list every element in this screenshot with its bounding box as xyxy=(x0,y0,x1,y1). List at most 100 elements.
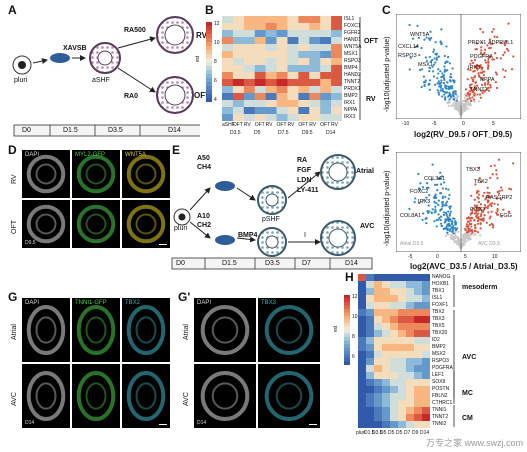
colorbar-b-tick: 10 xyxy=(214,40,220,46)
heatmap-h-cell xyxy=(422,351,430,359)
volcano-point xyxy=(446,91,449,94)
volcano-point xyxy=(484,206,487,209)
heatmap-h-cell xyxy=(382,351,391,359)
volcano-point xyxy=(489,165,493,168)
e-roman: I xyxy=(304,232,306,239)
volcano-point xyxy=(475,42,478,45)
volcano-point xyxy=(477,222,480,225)
heatmap-h-cell xyxy=(390,274,399,282)
volcano-point xyxy=(446,81,449,84)
volcano-point xyxy=(430,36,433,40)
heatmap-h-cell xyxy=(414,400,423,408)
volcano-point xyxy=(469,219,472,222)
volcano-point xyxy=(479,203,482,206)
volcano-point xyxy=(447,210,450,213)
volcano-point xyxy=(512,55,515,58)
volcano-point xyxy=(453,217,456,220)
heatmap-b-cell xyxy=(222,86,234,94)
heatmap-h-cell xyxy=(406,421,415,428)
volcano-point xyxy=(435,225,438,228)
heatmap-h-cell xyxy=(398,295,407,303)
heatmap-h-cell xyxy=(414,393,423,401)
volcano-point xyxy=(454,92,457,95)
volcano-point xyxy=(445,45,448,48)
volcano-point xyxy=(455,103,458,106)
heatmap-b-cell xyxy=(232,79,245,87)
heatmap-h-cell xyxy=(366,414,375,422)
volcano-point xyxy=(495,197,499,200)
volcano-point xyxy=(432,63,435,66)
heatmap-h-cell xyxy=(374,421,383,428)
volcano-point xyxy=(481,217,484,221)
heatmap-h-cell xyxy=(398,358,407,366)
volcano-point xyxy=(489,46,492,49)
heatmap-h-cell xyxy=(422,414,430,422)
heatmap-h-cell xyxy=(414,281,423,289)
heatmap-h-gene-label: TBX20 xyxy=(432,330,448,336)
volcano-f-gene-label: COL8A1 xyxy=(400,213,422,219)
heatmap-b-cell xyxy=(287,16,299,24)
volcano-point xyxy=(469,87,473,90)
volcano-point xyxy=(455,97,458,100)
heatmap-h-cell xyxy=(374,400,383,408)
heatmap-h-cell xyxy=(398,309,407,317)
micro-channel-label: TBX3 xyxy=(261,300,277,306)
volcano-point xyxy=(507,210,510,213)
volcano-point xyxy=(494,71,497,74)
heatmap-h-cell xyxy=(398,274,407,282)
micrograph-tile: DAPI xyxy=(22,150,70,198)
volcano-point xyxy=(481,210,485,213)
heatmap-b-cell xyxy=(287,65,299,73)
heatmap-h-cell xyxy=(374,330,383,338)
volcano-point xyxy=(469,103,472,106)
volcano-point xyxy=(455,94,459,97)
heatmap-h-gene-label: POSTN xyxy=(432,386,450,392)
heatmap-b-cell xyxy=(331,114,342,121)
volcano-point xyxy=(477,72,480,75)
volcano-f-gene-label: TBX3 xyxy=(466,167,480,173)
heatmap-h-col-label: D5 xyxy=(396,430,403,436)
heatmap-h-cell xyxy=(382,393,391,401)
volcano-f-gene-label: COL3A1 xyxy=(424,176,446,182)
timeline-e-0: D0 xyxy=(176,260,185,267)
volcano-point xyxy=(474,81,477,84)
heatmap-h-cell xyxy=(406,358,415,366)
volcano-point xyxy=(490,202,493,205)
volcano-point xyxy=(494,81,497,84)
volcano-point xyxy=(453,240,456,243)
heatmap-h-cell xyxy=(422,281,430,289)
heatmap-b-day-label: D14 xyxy=(326,130,336,136)
heatmap-b-col-label: OFT xyxy=(276,122,287,128)
heatmap-h-cell xyxy=(390,393,399,401)
volcano-point xyxy=(469,101,472,105)
panel-c-xlabel: log2(RV_D9.5 / OFT_D9.5) xyxy=(414,130,513,139)
e-ch2: CH2 xyxy=(197,222,212,229)
e-atrial: Atrial xyxy=(356,168,374,175)
heatmap-b-cell xyxy=(298,86,310,94)
volcano-point xyxy=(503,51,506,54)
volcano-point xyxy=(449,85,452,88)
heatmap-h-cell xyxy=(382,281,391,289)
volcano-point xyxy=(478,177,481,180)
volcano-point xyxy=(471,96,474,99)
heatmap-h-cell xyxy=(406,351,415,359)
volcano-point xyxy=(468,223,471,226)
volcano-point xyxy=(474,232,477,236)
volcano-c-xtick: -5 xyxy=(432,121,437,127)
volcano-point xyxy=(472,80,475,83)
heatmap-h-cell xyxy=(406,295,415,303)
volcano-point xyxy=(440,81,443,84)
heatmap-b-cell xyxy=(331,30,342,38)
colorbar-b-segment xyxy=(206,98,212,102)
volcano-point xyxy=(467,239,470,242)
volcano-point xyxy=(464,237,468,240)
heatmap-b-cell xyxy=(331,86,342,94)
heatmap-b-gene-label: MSX1 xyxy=(344,51,358,57)
micro-channel-label: TBX2 xyxy=(125,300,141,306)
heatmap-h-cell xyxy=(374,281,383,289)
heatmap-h-cell xyxy=(422,295,430,303)
volcano-point xyxy=(457,237,460,240)
heatmap-h-cell xyxy=(390,316,399,324)
volcano-point xyxy=(466,237,469,240)
volcano-point xyxy=(425,36,428,39)
